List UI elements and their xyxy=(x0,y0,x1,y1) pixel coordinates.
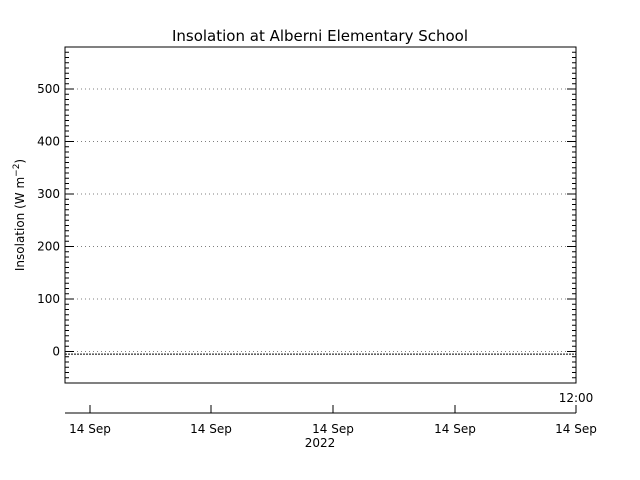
x-time-label: 12:00 xyxy=(559,391,594,405)
x-ticks: 14 Sep 14 Sep 14 Sep 14 Sep 14 Sep xyxy=(69,405,597,436)
y-minor-ticks xyxy=(65,46,576,384)
y-axis-label-superscript: −2 xyxy=(12,164,22,177)
y-axis-label-main: Insolation (W m xyxy=(13,177,27,271)
y-major-ticks xyxy=(65,88,576,352)
y-tick-label: 100 xyxy=(37,292,60,306)
x-tick-label: 14 Sep xyxy=(434,422,476,436)
y-tick-labels: 0 100 200 300 400 500 xyxy=(37,82,60,359)
x-tick-label: 14 Sep xyxy=(190,422,232,436)
x-tick-label: 14 Sep xyxy=(69,422,111,436)
gridlines xyxy=(65,88,576,352)
y-tick-label: 200 xyxy=(37,240,60,254)
y-tick-label: 400 xyxy=(37,135,60,149)
x-tick-label: 14 Sep xyxy=(555,422,597,436)
y-axis-label: Insolation (W m−2) xyxy=(12,159,27,271)
y-tick-label: 300 xyxy=(37,187,60,201)
plot-frame xyxy=(64,46,577,384)
y-tick-label: 0 xyxy=(52,345,60,359)
y-axis-label-close: ) xyxy=(13,159,27,164)
y-tick-label: 500 xyxy=(37,82,60,96)
chart-title: Insolation at Alberni Elementary School xyxy=(172,27,468,45)
x-year-label: 2022 xyxy=(305,436,336,450)
x-tick-label: 14 Sep xyxy=(312,422,354,436)
